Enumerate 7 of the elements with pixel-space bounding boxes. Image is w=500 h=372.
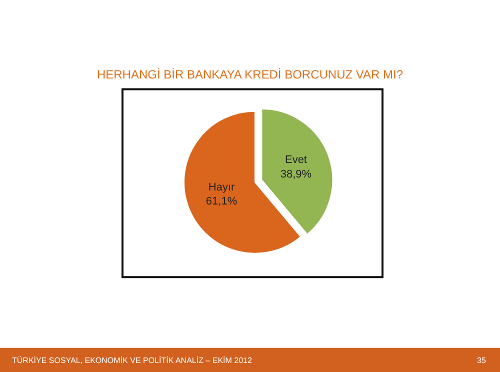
text: TÜRKİYE SOSYAL, EKONOMİK VE POLİTİK ANALİZ – EKİM 2012: [12, 356, 252, 365]
data-label: 61,1%: [206, 196, 238, 208]
slice-label: Evet: [284, 154, 307, 166]
slice-label: Hayır: [208, 181, 235, 194]
data-label: 38,9%: [280, 168, 312, 180]
text: 35: [477, 356, 486, 365]
chart-title: HERHANGİ BİR BANKAYA KREDİ BORCUNUZ VAR MI?: [96, 68, 404, 82]
